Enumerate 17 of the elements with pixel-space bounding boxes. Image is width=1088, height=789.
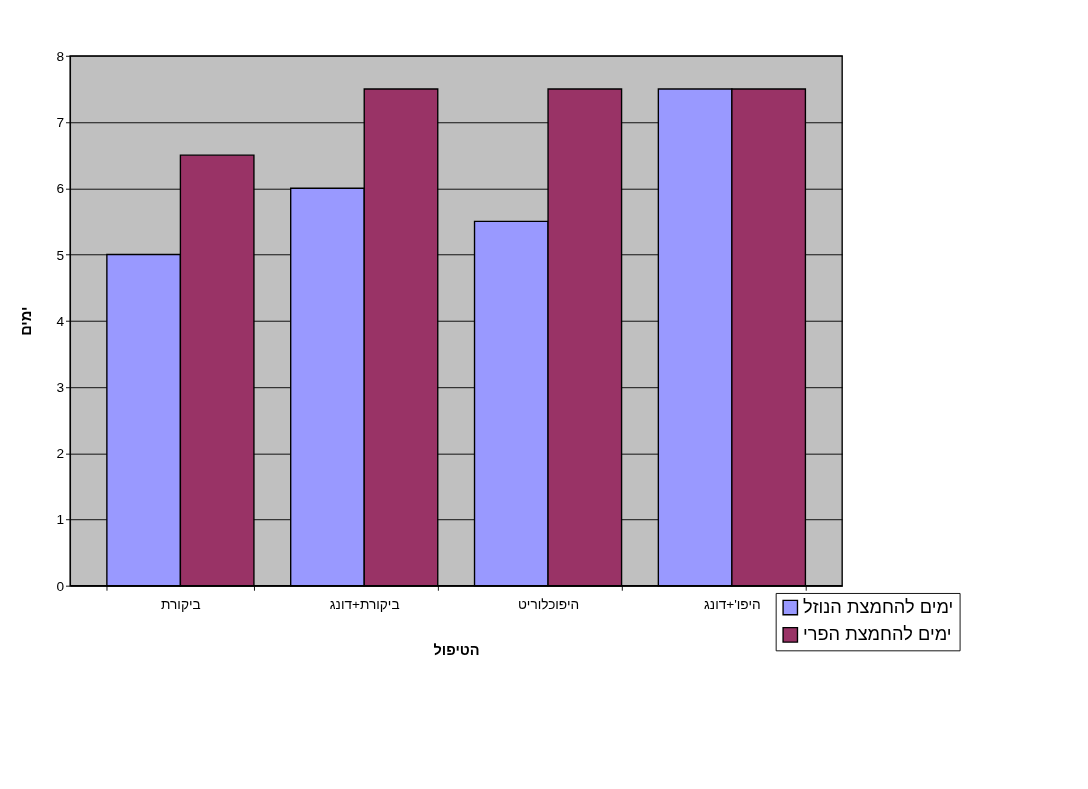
x-tick-label: היפו'+דונג xyxy=(704,596,761,612)
y-tick-label: 5 xyxy=(56,247,65,263)
legend-label: ימים להחמצת הפרי xyxy=(803,624,952,645)
x-tick-label: היפוכלוריט xyxy=(517,596,580,612)
y-tick-label: 3 xyxy=(56,380,65,396)
y-tick-label: 7 xyxy=(56,115,65,131)
x-tick-label: ביקורת+דונג xyxy=(329,596,400,612)
y-tick-label: 4 xyxy=(56,313,65,329)
y-tick-label: 1 xyxy=(56,512,65,528)
legend-label: ימים להחמצת הנוזל xyxy=(803,597,954,618)
y-tick-label: 8 xyxy=(56,48,65,64)
y-tick-label: 6 xyxy=(56,181,65,197)
y-axis-title: ימים xyxy=(18,306,35,336)
x-axis-title: הטיפול xyxy=(433,642,480,659)
x-tick-label: ביקורת xyxy=(161,596,201,612)
y-tick-label: 0 xyxy=(56,578,65,594)
y-tick-label: 2 xyxy=(56,446,65,462)
